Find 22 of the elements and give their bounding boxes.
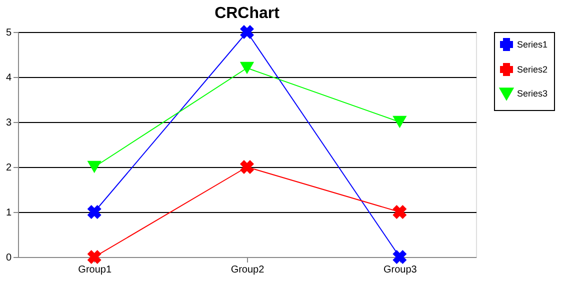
- point: [87, 160, 102, 174]
- legend-label: Series2: [517, 64, 548, 74]
- point: [392, 116, 407, 128]
- x-tick-label: Group3: [383, 264, 418, 276]
- point: [87, 250, 102, 264]
- point: [240, 160, 254, 174]
- y-tick-label: 3: [6, 118, 12, 128]
- y-tick-label: 2: [6, 162, 12, 174]
- point: [392, 250, 407, 264]
- point: [87, 205, 102, 219]
- y-tick-label: 1: [6, 208, 12, 218]
- point: [392, 205, 407, 219]
- legend-label: Series1: [517, 40, 548, 50]
- y-tick-label: 4: [6, 72, 12, 84]
- x-tick-label: Group1: [78, 264, 112, 276]
- point: [240, 62, 254, 74]
- y-tick-label: 0: [6, 252, 12, 264]
- y-tick-label: 5: [6, 28, 12, 38]
- chart-title: CRChart: [214, 5, 280, 22]
- point: [240, 25, 254, 39]
- legend-label: Series3: [517, 88, 548, 98]
- x-tick-label: Group2: [230, 264, 265, 276]
